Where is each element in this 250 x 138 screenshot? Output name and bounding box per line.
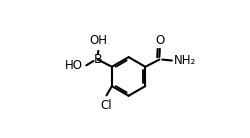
Text: B: B [94, 53, 102, 66]
Text: OH: OH [89, 34, 107, 47]
Text: O: O [155, 34, 164, 47]
Text: NH₂: NH₂ [174, 54, 197, 67]
Text: Cl: Cl [101, 99, 112, 112]
Text: HO: HO [65, 59, 83, 72]
